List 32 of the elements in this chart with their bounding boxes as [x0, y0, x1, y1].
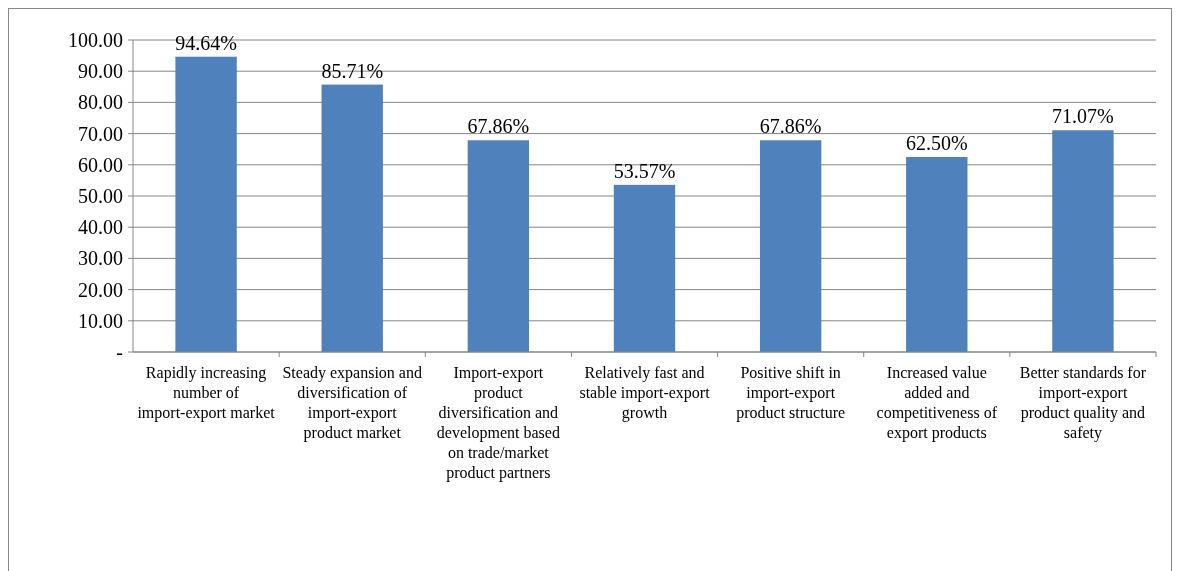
- bar: [467, 140, 530, 352]
- bar: [759, 140, 822, 352]
- x-tick-label: Positive shift in import-export product structure: [736, 364, 846, 422]
- x-tick-label: Better standards for import-export product quality and safety: [1019, 364, 1147, 442]
- bar: [175, 56, 237, 352]
- x-tick-label: Relatively fast and stable import-export growth: [579, 364, 711, 422]
- x-tick-label: Steady expansion and diversification of import-export product market: [282, 364, 422, 442]
- x-tick-label: Increased value added and competitiveness of export products: [876, 364, 998, 442]
- y-tick-label: 100.00: [68, 29, 123, 51]
- data-label: 67.86%: [467, 115, 530, 138]
- data-label: 67.86%: [759, 115, 822, 138]
- data-label: 94.64%: [175, 31, 237, 54]
- bar: [321, 84, 383, 352]
- y-tick-label: 20.00: [78, 278, 123, 301]
- data-label: 62.50%: [905, 132, 968, 154]
- data-label: 71.07%: [1052, 105, 1114, 128]
- y-tick-label: 60.00: [78, 153, 123, 176]
- y-tick-label: 10.00: [78, 309, 123, 332]
- bar: [906, 157, 968, 352]
- bar: [613, 184, 676, 352]
- y-tick-label: -: [116, 341, 123, 363]
- y-tick-label: 50.00: [78, 185, 123, 207]
- x-tick-label: Rapidly increasing number of import-export market: [137, 364, 276, 422]
- data-label: 85.71%: [321, 59, 384, 82]
- bar: [1052, 130, 1114, 352]
- y-tick-label: 90.00: [78, 60, 123, 83]
- y-tick-label: 30.00: [78, 247, 123, 270]
- y-tick-label: 80.00: [78, 91, 123, 114]
- y-tick-label: 70.00: [78, 122, 123, 145]
- data-label: 53.57%: [613, 159, 676, 182]
- y-tick-label: 40.00: [78, 216, 123, 239]
- x-tick-label: Import-export product diversification and development based on trade/market product partners: [436, 364, 560, 482]
